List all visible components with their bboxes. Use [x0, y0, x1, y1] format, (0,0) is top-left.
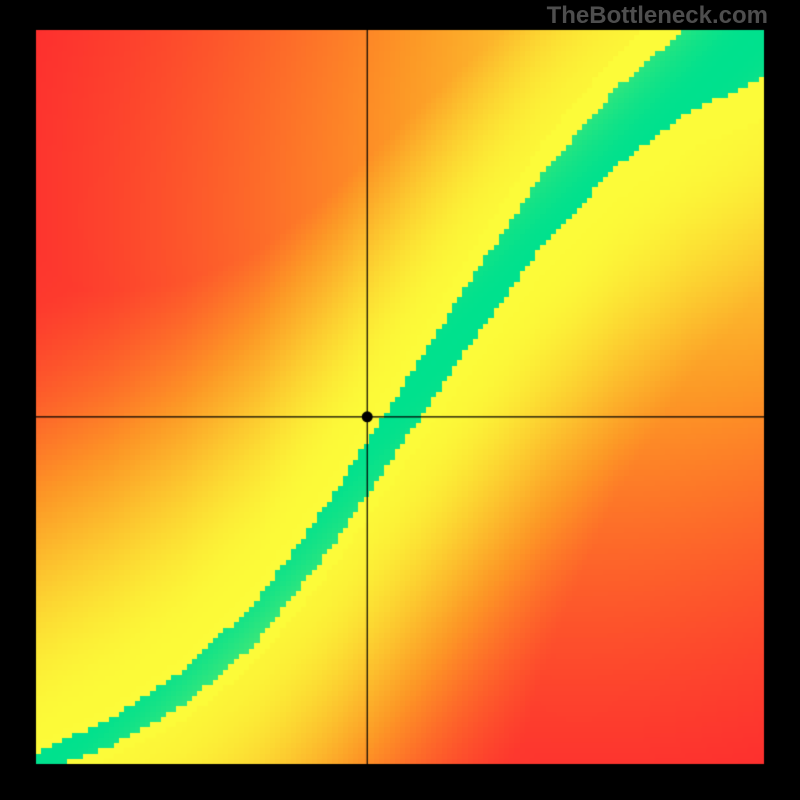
chart-container: TheBottleneck.com — [0, 0, 800, 800]
watermark-text: TheBottleneck.com — [547, 2, 768, 30]
heatmap-canvas — [0, 0, 800, 800]
